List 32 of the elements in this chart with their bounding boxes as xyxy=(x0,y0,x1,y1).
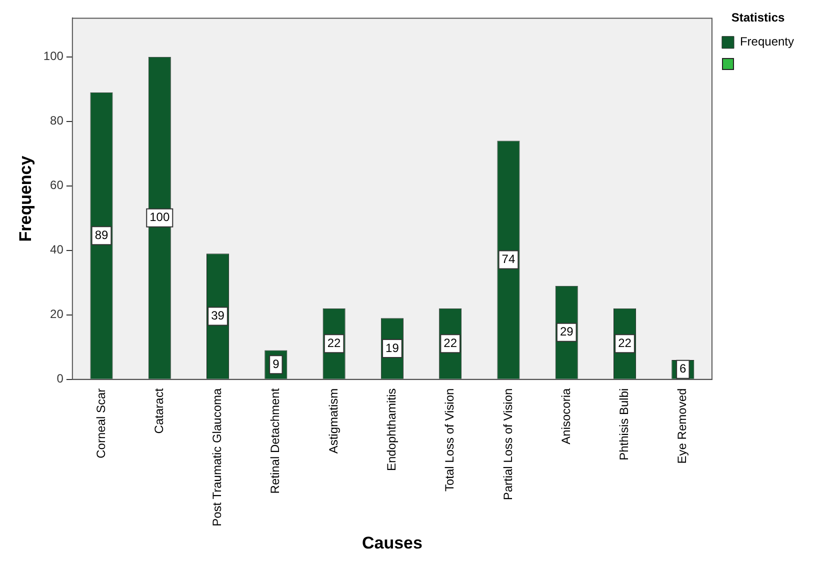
data-label: 19 xyxy=(386,340,400,355)
data-label: 89 xyxy=(94,228,108,242)
data-label: 39 xyxy=(211,308,225,323)
y-tick-label: 80 xyxy=(50,114,64,128)
x-tick-label: Cataract xyxy=(152,388,166,434)
x-tick-label: Partial Loss of Vision xyxy=(500,388,515,500)
data-label: 22 xyxy=(444,336,458,350)
data-label: 74 xyxy=(502,252,516,266)
data-label: 29 xyxy=(560,324,574,339)
y-tick-label: 20 xyxy=(50,307,64,322)
y-tick-label: 60 xyxy=(50,178,64,192)
x-axis-title: Causes xyxy=(362,533,422,552)
y-tick-label: 40 xyxy=(50,242,64,257)
x-tick-label: Anisocoria xyxy=(558,388,573,444)
x-tick-label: Total Loss of Vision xyxy=(442,388,457,492)
y-tick-label: 100 xyxy=(43,49,64,64)
y-axis-title: Frequency xyxy=(16,155,35,242)
x-tick-label: Astigmatism xyxy=(326,388,340,454)
x-tick-label: Post Traumatic Glaucoma xyxy=(210,388,224,526)
data-label: 22 xyxy=(327,336,342,350)
x-tick-label: Phthisis Bulbi xyxy=(617,388,632,460)
data-label: 100 xyxy=(150,210,170,224)
x-tick-label: Endophthamitis xyxy=(384,388,399,472)
legend-label: Frequenty xyxy=(740,34,794,49)
data-label: 22 xyxy=(618,336,632,350)
legend-title: Statistics xyxy=(731,10,785,24)
data-label: 9 xyxy=(272,356,280,371)
data-label: 6 xyxy=(680,362,687,376)
x-tick-label: Retinal Detachment xyxy=(268,388,282,494)
x-tick-label: Eye Removed xyxy=(675,388,690,464)
x-tick-label: Corneal Scar xyxy=(94,388,108,458)
y-tick-label: 0 xyxy=(56,372,64,386)
